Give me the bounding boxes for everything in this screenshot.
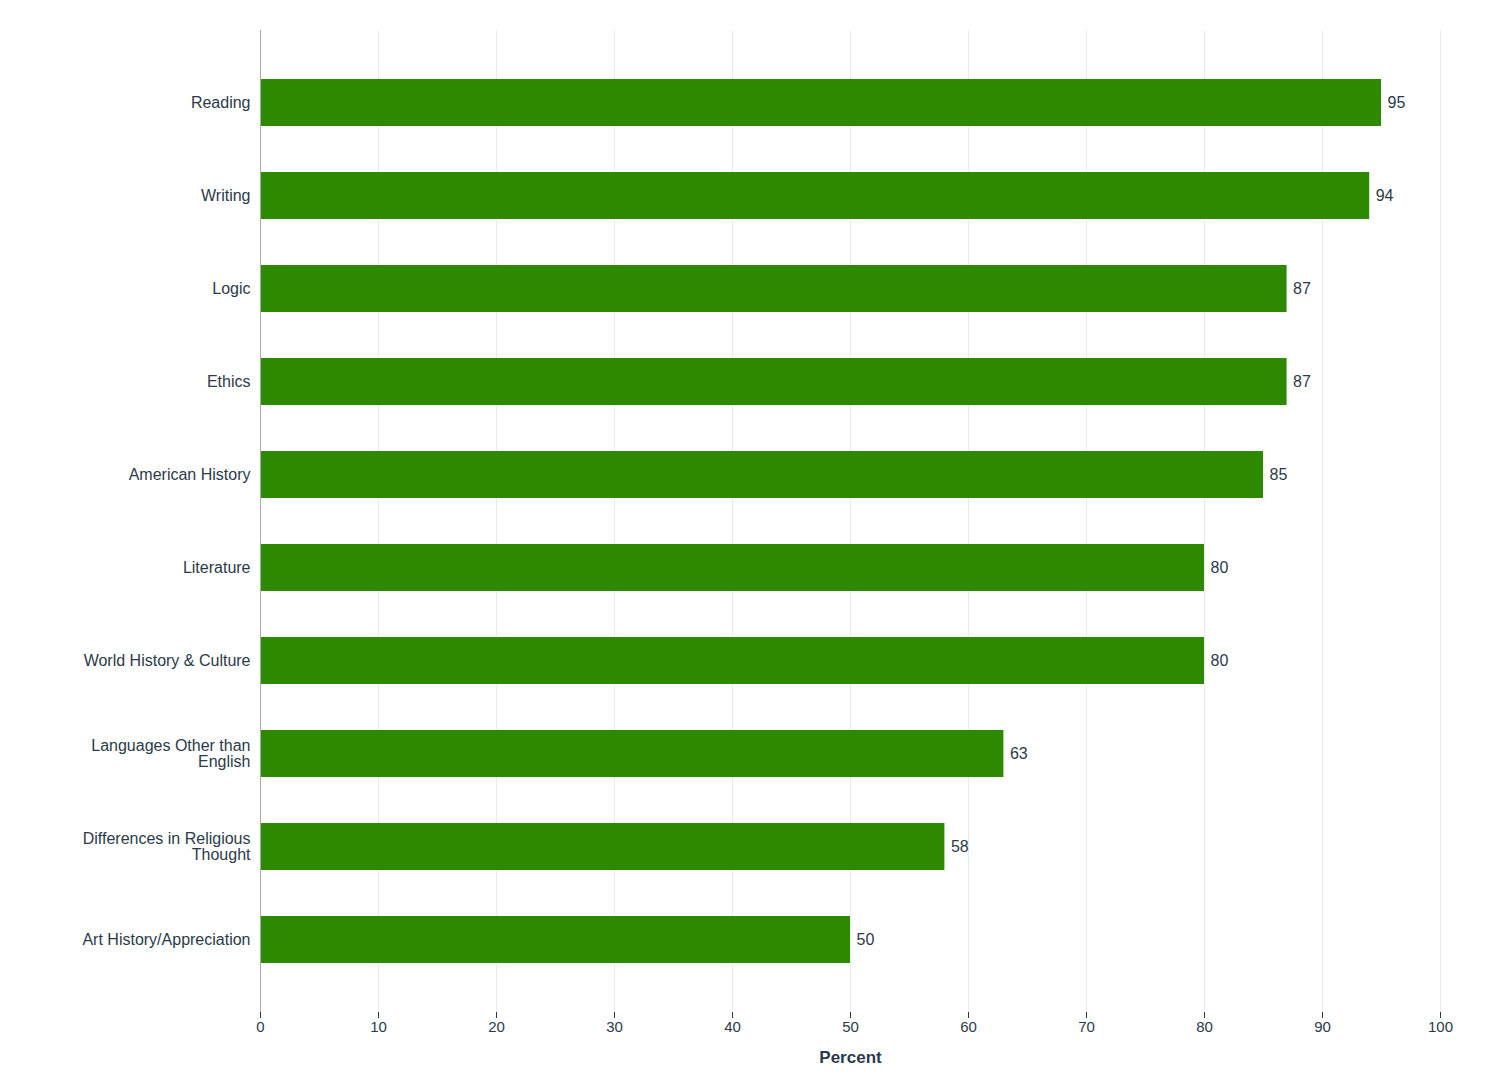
svg-text:Languages Other thanEnglish: Languages Other thanEnglish <box>91 737 250 770</box>
svg-text:Writing: Writing <box>201 187 251 204</box>
svg-text:85: 85 <box>1270 466 1288 483</box>
svg-text:63: 63 <box>1010 745 1028 762</box>
svg-text:Reading: Reading <box>191 94 251 111</box>
svg-text:Literature: Literature <box>183 559 251 576</box>
svg-text:80: 80 <box>1196 1018 1213 1035</box>
svg-text:20: 20 <box>488 1018 505 1035</box>
svg-text:50: 50 <box>857 931 875 948</box>
svg-text:World History & Culture: World History & Culture <box>84 652 251 669</box>
svg-text:Ethics: Ethics <box>207 373 251 390</box>
svg-text:60: 60 <box>960 1018 977 1035</box>
svg-text:Percent: Percent <box>819 1048 882 1067</box>
svg-text:100: 100 <box>1428 1018 1453 1035</box>
svg-text:87: 87 <box>1293 373 1311 390</box>
svg-text:94: 94 <box>1376 187 1394 204</box>
svg-text:30: 30 <box>606 1018 623 1035</box>
svg-text:90: 90 <box>1314 1018 1331 1035</box>
svg-text:40: 40 <box>724 1018 741 1035</box>
svg-text:58: 58 <box>951 838 969 855</box>
svg-text:Logic: Logic <box>212 280 250 297</box>
svg-text:American History: American History <box>129 466 251 483</box>
svg-text:50: 50 <box>842 1018 859 1035</box>
svg-text:Art History/Appreciation: Art History/Appreciation <box>82 931 250 948</box>
svg-text:Differences in ReligiousThough: Differences in ReligiousThought <box>83 830 251 863</box>
svg-text:70: 70 <box>1078 1018 1095 1035</box>
svg-text:80: 80 <box>1211 652 1229 669</box>
svg-text:0: 0 <box>256 1018 264 1035</box>
svg-text:80: 80 <box>1211 559 1229 576</box>
svg-text:87: 87 <box>1293 280 1311 297</box>
svg-text:95: 95 <box>1388 94 1406 111</box>
svg-text:10: 10 <box>370 1018 387 1035</box>
